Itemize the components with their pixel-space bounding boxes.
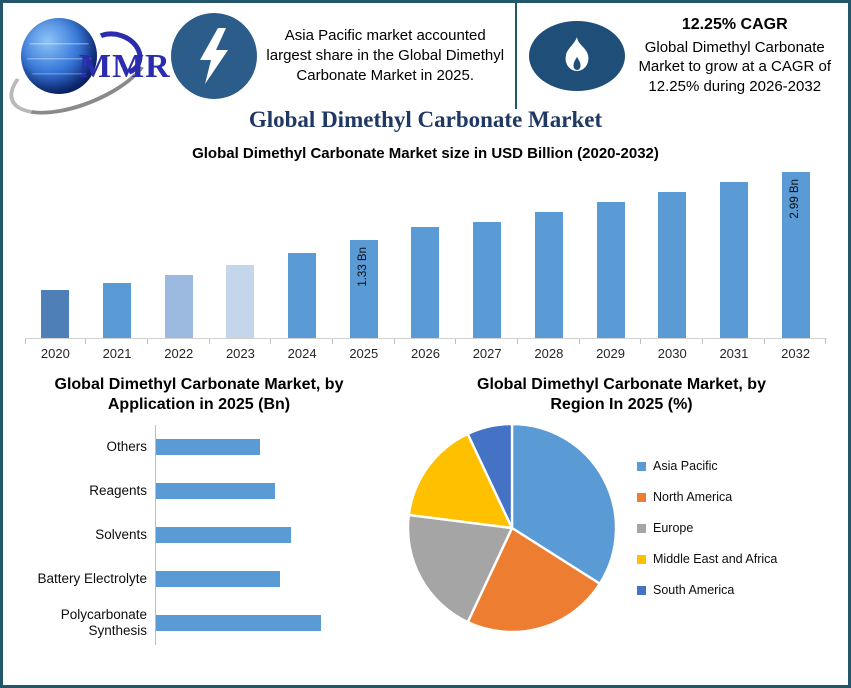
mmr-logo-text: MMR <box>79 48 171 85</box>
application-label: Polycarbonate Synthesis <box>60 606 147 638</box>
bar-2023 <box>210 166 272 338</box>
legend-label: Asia Pacific <box>653 459 718 473</box>
legend-label: North America <box>653 490 733 504</box>
legend-item-north-america: North America <box>637 490 777 504</box>
column-chart-title: Global Dimethyl Carbonate Market size in… <box>192 145 659 162</box>
x-tick-2021: 2021 <box>86 339 148 361</box>
mmr-logo: MMR <box>3 10 171 132</box>
application-row: Battery Electrolyte <box>3 557 395 601</box>
application-bar-cell <box>155 601 395 645</box>
legend-swatch-icon <box>637 461 646 471</box>
x-tick-2028: 2028 <box>518 339 580 361</box>
header-divider <box>515 3 518 109</box>
header-highlight-left: Asia Pacific market accounted largest sh… <box>171 3 515 109</box>
pie-graphic <box>406 422 618 634</box>
column-chart-x-axis: 2020 2021 2022 2023 2024 2025 2026 2027 2028 2029… <box>24 339 827 361</box>
legend-item-middle-east-and-africa: Middle East and Africa <box>637 552 777 566</box>
bar-2032: 2.99 Bn <box>765 166 827 338</box>
cagr-text: Global Dimethyl Carbonate Market to grow… <box>638 38 832 95</box>
column-chart-plot: 1.33 Bn 2.99 Bn <box>24 166 827 339</box>
application-row: Polycarbonate Synthesis <box>3 601 395 645</box>
bottom-charts: Global Dimethyl Carbonate Market, by App… <box>3 375 848 645</box>
application-label: Reagents <box>89 482 147 498</box>
legend-label: Middle East and Africa <box>653 552 778 566</box>
page-title: Global Dimethyl Carbonate Market <box>248 107 603 132</box>
header: MMR Asia Pacific market accounted larges… <box>3 3 848 132</box>
region-pie-chart: Global Dimethyl Carbonate Market, by Reg… <box>395 375 848 645</box>
bar-2026 <box>395 166 457 338</box>
application-label: Battery Electrolyte <box>37 570 147 586</box>
lightning-icon <box>171 13 257 99</box>
application-chart-title: Global Dimethyl Carbonate Market, by App… <box>54 376 344 413</box>
x-tick-2030: 2030 <box>641 339 703 361</box>
legend-swatch-icon <box>637 554 646 564</box>
application-bar-cell <box>155 513 395 557</box>
bar-2021 <box>86 166 148 338</box>
bar-2030 <box>641 166 703 338</box>
legend-swatch-icon <box>637 523 646 533</box>
x-tick-2032: 2032 <box>765 339 827 361</box>
application-bar-chart: Global Dimethyl Carbonate Market, by App… <box>3 375 395 645</box>
application-label: Others <box>106 438 147 454</box>
application-bar-cell <box>155 425 395 469</box>
pie-slice-middle-east-and-africa <box>407 432 514 530</box>
pie-slice-south-america <box>466 422 514 530</box>
legend-item-asia-pacific: Asia Pacific <box>637 459 777 473</box>
globe-icon <box>21 18 97 94</box>
header-highlight-right: 12.25% CAGR Global Dimethyl Carbonate Ma… <box>517 3 848 109</box>
application-bar <box>156 439 260 455</box>
pie-legend: Asia Pacific North America Europe Middle Ea… <box>637 459 777 597</box>
application-chart-rows: Others Reagents Solvents Battery Electrolyt… <box>3 425 395 645</box>
x-tick-2029: 2029 <box>580 339 642 361</box>
x-tick-2026: 2026 <box>395 339 457 361</box>
bar-value-label: 1.33 Bn <box>356 247 369 287</box>
legend-item-south-america: South America <box>637 583 777 597</box>
market-size-column-chart: Global Dimethyl Carbonate Market size in… <box>24 145 827 361</box>
x-tick-2031: 2031 <box>703 339 765 361</box>
pie-chart-body: Asia Pacific North America Europe Middle Ea… <box>395 417 848 639</box>
x-tick-2023: 2023 <box>210 339 272 361</box>
application-bar-cell <box>155 469 395 513</box>
application-row: Reagents <box>3 469 395 513</box>
pie-chart-title: Global Dimethyl Carbonate Market, by Reg… <box>477 376 766 413</box>
bar-2029 <box>580 166 642 338</box>
legend-swatch-icon <box>637 585 646 595</box>
x-tick-2020: 2020 <box>24 339 87 361</box>
flame-icon <box>529 21 626 91</box>
application-row: Others <box>3 425 395 469</box>
application-bar-cell <box>155 557 395 601</box>
legend-item-europe: Europe <box>637 521 777 535</box>
legend-label: South America <box>653 583 735 597</box>
bar-2027 <box>456 166 518 338</box>
x-tick-2025: 2025 <box>333 339 395 361</box>
legend-label: Europe <box>653 521 694 535</box>
cagr-highlight: 12.25% CAGR Global Dimethyl Carbonate Ma… <box>625 16 848 97</box>
bar-2024 <box>271 166 333 338</box>
bar-value-label: 2.99 Bn <box>788 179 801 219</box>
bar-2028 <box>518 166 580 338</box>
application-bar <box>156 615 321 631</box>
bar-2022 <box>148 166 210 338</box>
application-bar <box>156 571 280 587</box>
cagr-value: 12.25% CAGR <box>681 15 788 33</box>
x-tick-2024: 2024 <box>271 339 333 361</box>
x-tick-2027: 2027 <box>456 339 518 361</box>
application-label: Solvents <box>95 526 147 542</box>
asia-pacific-highlight-text: Asia Pacific market accounted largest sh… <box>266 27 505 84</box>
x-tick-2022: 2022 <box>148 339 210 361</box>
legend-swatch-icon <box>637 492 646 502</box>
application-bar <box>156 527 291 543</box>
bar-2020 <box>25 166 87 338</box>
pie-slice-europe <box>406 513 514 624</box>
bar-2025: 1.33 Bn <box>333 166 395 338</box>
application-bar <box>156 483 275 499</box>
bar-2031 <box>703 166 765 338</box>
application-row: Solvents <box>3 513 395 557</box>
